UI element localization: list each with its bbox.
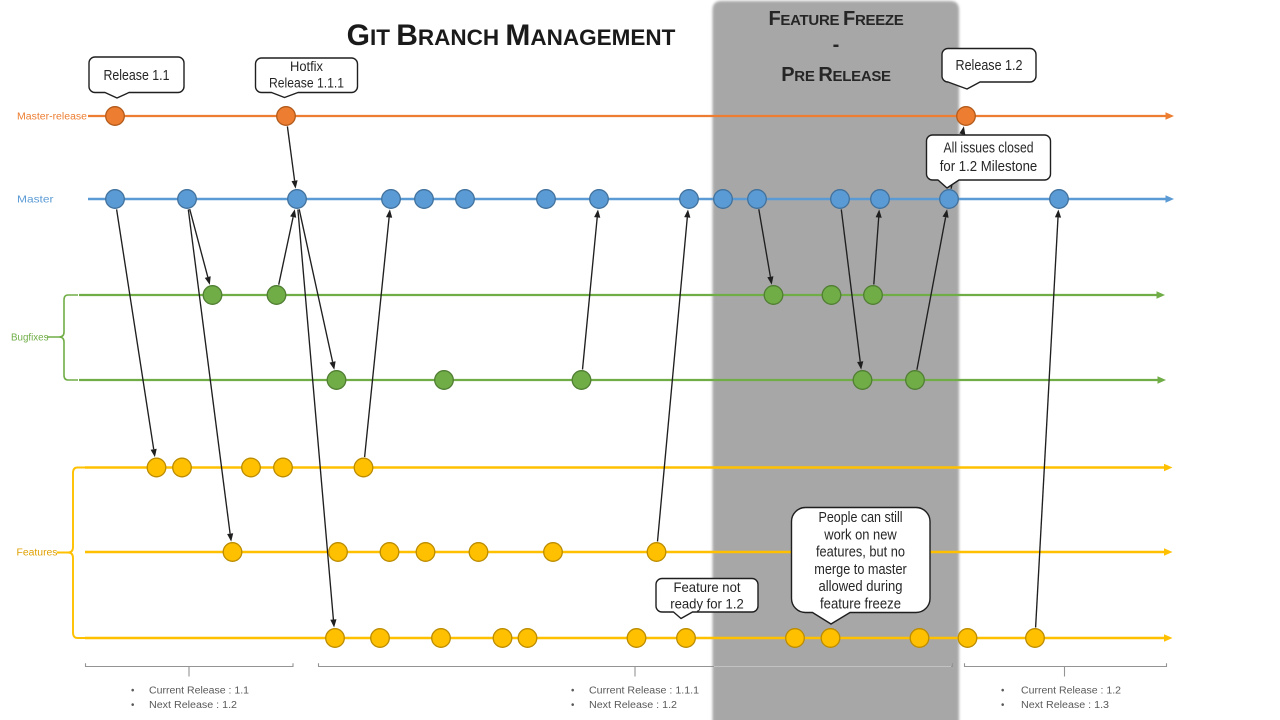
- svg-text:work on new: work on new: [823, 527, 897, 543]
- svg-text:Master-release: Master-release: [17, 112, 87, 123]
- svg-text:Features: Features: [17, 548, 58, 559]
- svg-text:People can still: People can still: [819, 510, 903, 526]
- svg-text:Next Release : 1.2: Next Release : 1.2: [149, 700, 237, 711]
- svg-text:features, but no: features, but no: [816, 545, 905, 561]
- svg-text:•: •: [1001, 686, 1005, 697]
- svg-text:•: •: [571, 686, 575, 697]
- svg-text:Release 1.1.1: Release 1.1.1: [269, 76, 344, 91]
- svg-text:GIT BRANCH MANAGEMENT: GIT BRANCH MANAGEMENT: [347, 19, 676, 52]
- svg-text:Feature not: Feature not: [674, 579, 741, 595]
- svg-text:allowed during: allowed during: [819, 579, 903, 595]
- svg-text:Current Release : 1.1.1: Current Release : 1.1.1: [589, 686, 699, 697]
- svg-text:•: •: [571, 700, 575, 711]
- svg-text:merge to master: merge to master: [814, 562, 907, 578]
- svg-text:•: •: [1001, 700, 1005, 711]
- svg-text:•: •: [131, 700, 135, 711]
- svg-text:•: •: [131, 686, 135, 697]
- svg-text:Next Release : 1.2: Next Release : 1.2: [589, 700, 677, 711]
- svg-text:Current Release : 1.2: Current Release : 1.2: [1021, 686, 1121, 697]
- svg-text:-: -: [833, 34, 840, 56]
- svg-text:FEATURE FREEZE: FEATURE FREEZE: [769, 8, 904, 30]
- svg-text:Current Release : 1.1: Current Release : 1.1: [149, 686, 249, 697]
- svg-text:Release 1.2: Release 1.2: [956, 57, 1023, 74]
- svg-text:PRE RELEASE: PRE RELEASE: [781, 64, 891, 86]
- svg-text:All issues closed: All issues closed: [944, 141, 1034, 157]
- svg-text:feature freeze: feature freeze: [820, 597, 901, 613]
- svg-text:ready for 1.2: ready for 1.2: [670, 596, 744, 612]
- svg-text:Hotfix: Hotfix: [290, 59, 323, 74]
- svg-text:Master: Master: [17, 194, 54, 206]
- svg-text:Next Release : 1.3: Next Release : 1.3: [1021, 700, 1109, 711]
- svg-text:Bugfixes: Bugfixes: [11, 333, 49, 344]
- svg-text:for 1.2 Milestone: for 1.2 Milestone: [940, 159, 1038, 175]
- svg-text:Release 1.1: Release 1.1: [104, 67, 170, 84]
